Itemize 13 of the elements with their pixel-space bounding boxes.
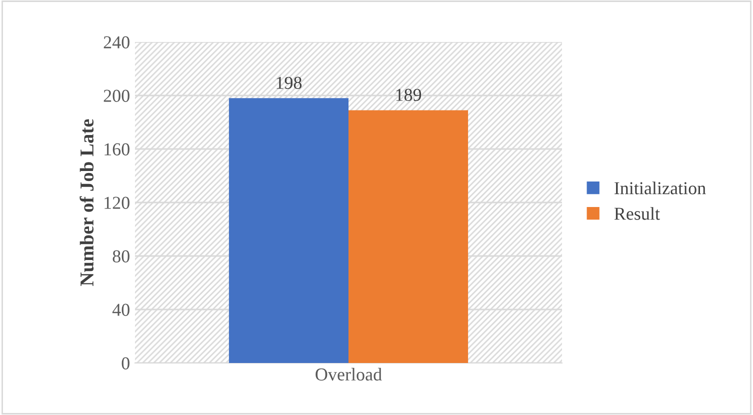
legend-label: Result <box>614 207 660 220</box>
data-label: 189 <box>396 88 422 101</box>
y-tick-label: 40 <box>112 304 130 316</box>
data-label: 198 <box>276 76 302 89</box>
x-tick-label: Overload <box>316 368 382 381</box>
y-tick-label: 200 <box>104 90 130 102</box>
y-tick-label: 160 <box>104 143 130 156</box>
y-tick-label: 240 <box>104 36 130 48</box>
legend-label: Initialization <box>614 182 706 194</box>
y-tick-label: 120 <box>104 196 130 209</box>
y-tick-label: 80 <box>112 250 130 262</box>
y-axis-title: Number of Job Late <box>80 119 94 286</box>
y-tick-label: 0 <box>122 357 130 370</box>
